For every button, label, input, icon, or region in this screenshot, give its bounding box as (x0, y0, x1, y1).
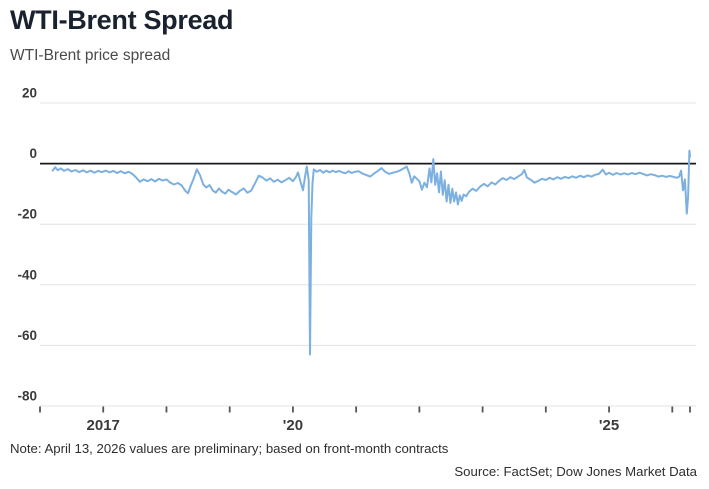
x-tick-label: '25 (599, 417, 619, 434)
spread-line (51, 149, 691, 356)
x-tick-label: '20 (283, 417, 303, 434)
x-tick-label: 2017 (87, 417, 120, 434)
chart-subtitle: WTI-Brent price spread (10, 47, 171, 64)
chart-title: WTI-Brent Spread (10, 5, 234, 35)
y-tick-label: -60 (17, 328, 37, 343)
source-credit: Source: FactSet; Dow Jones Market Data (454, 464, 697, 479)
y-tick-label: 0 (29, 146, 37, 161)
y-tick-label: -80 (17, 389, 37, 404)
footnote: Note: April 13, 2026 values are prelimin… (10, 441, 449, 456)
y-tick-label: 20 (22, 86, 37, 101)
y-tick-label: -20 (17, 207, 37, 222)
y-tick-label: -40 (17, 267, 37, 282)
